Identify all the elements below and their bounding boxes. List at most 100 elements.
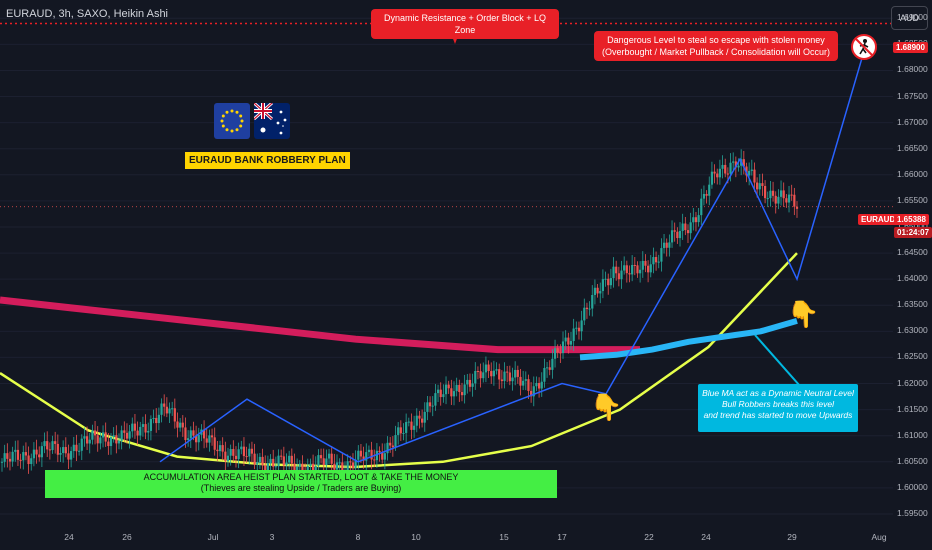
candle-body [136, 430, 139, 436]
price-axis[interactable] [893, 0, 932, 530]
candle-body [790, 194, 793, 196]
candle-body [530, 390, 533, 397]
candle-body [226, 455, 230, 462]
countdown-tag: 01:24:07 [894, 227, 932, 238]
candle-body [492, 370, 495, 377]
candle-body [450, 388, 453, 397]
danger-callout: Dangerous Level to steal so escape with … [594, 31, 838, 61]
candle-body [202, 429, 206, 439]
candle-body [761, 183, 764, 187]
candle-body [692, 217, 695, 223]
candle-body [553, 348, 557, 359]
price-tick-label: 1.67500 [897, 90, 928, 101]
candle-body [607, 278, 610, 286]
danger-line-2: (Overbought / Market Pullback / Consolid… [601, 47, 831, 57]
candle-body [210, 435, 214, 438]
candle-body [498, 369, 501, 380]
candle-body [463, 384, 466, 396]
candle-body [734, 161, 737, 168]
candle-body [208, 435, 211, 443]
blue-note-line-1: Blue MA act as a Dynamic Neutral Level [702, 388, 854, 398]
candle-body [176, 421, 179, 428]
candle-body [317, 455, 320, 466]
candle-body [248, 448, 251, 457]
candle-body [601, 279, 605, 292]
candle-body [216, 449, 219, 452]
candle-body [665, 242, 668, 248]
candle-body [349, 461, 352, 463]
price-tick-label: 1.65500 [897, 194, 928, 205]
price-tick-label: 1.60500 [897, 455, 928, 466]
candle-body [242, 446, 246, 457]
candle-body [296, 466, 299, 473]
candle-body [72, 444, 75, 452]
candle-body [19, 459, 22, 461]
candle-body [593, 287, 597, 295]
candle-body [67, 453, 70, 460]
price-tick-label: 1.63000 [897, 325, 928, 336]
candle-body [399, 427, 402, 434]
candle-body [769, 190, 772, 199]
candle-body [184, 427, 187, 441]
candle-body [341, 462, 344, 473]
price-tick-label: 1.66500 [897, 142, 928, 153]
candle-body [237, 449, 240, 460]
candle-body [779, 190, 783, 197]
candle-body [30, 458, 33, 465]
candle-body [476, 371, 480, 373]
candle-body [381, 452, 384, 460]
candle-body [117, 440, 121, 444]
candle-body [11, 451, 14, 462]
candle-body [697, 215, 700, 223]
candle-body [500, 379, 503, 382]
candle-body [585, 307, 589, 310]
candle-body [702, 193, 706, 199]
candle-body [503, 371, 506, 382]
symbol-tag: EURAUD [858, 214, 899, 225]
candle-body [32, 449, 36, 459]
time-axis[interactable] [0, 527, 893, 550]
blue-ma-line [579, 318, 798, 361]
candle-body [309, 463, 312, 466]
candle-body [16, 449, 20, 460]
candle-body [694, 217, 698, 223]
candle-body [397, 427, 400, 436]
candle-body [85, 436, 89, 444]
candle-body [612, 266, 615, 279]
candle-body [141, 424, 145, 427]
candle-body [423, 411, 426, 423]
candle-body [181, 422, 184, 428]
candle-body [596, 287, 599, 294]
price-tick-label: 1.68000 [897, 64, 928, 75]
candle-body [793, 194, 796, 207]
candle-body [346, 461, 349, 472]
price-tick-label: 1.67000 [897, 116, 928, 127]
candle-body [330, 453, 333, 464]
candle-body [431, 405, 434, 407]
candle-body [107, 441, 110, 447]
candle-body [51, 441, 54, 451]
candle-body [508, 372, 511, 382]
candle-body [325, 458, 328, 466]
candle-body [575, 327, 578, 329]
candle-body [689, 222, 692, 234]
candle-body [609, 278, 612, 286]
candle-body [795, 206, 799, 209]
candle-body [763, 186, 767, 199]
candle-body [27, 455, 30, 465]
candle-body [311, 463, 315, 471]
candle-body [218, 445, 222, 452]
price-tick-label: 1.62500 [897, 351, 928, 362]
candle-body [144, 424, 147, 433]
candle-body [370, 449, 373, 460]
candle-body [527, 379, 530, 391]
candle-body [179, 422, 182, 428]
candle-body [147, 430, 150, 433]
candle-body [362, 456, 365, 461]
candle-body [213, 437, 216, 450]
candle-body [654, 257, 658, 263]
candle-body [514, 369, 517, 378]
candle-body [402, 432, 405, 434]
currency-button[interactable]: AUD [891, 6, 928, 30]
